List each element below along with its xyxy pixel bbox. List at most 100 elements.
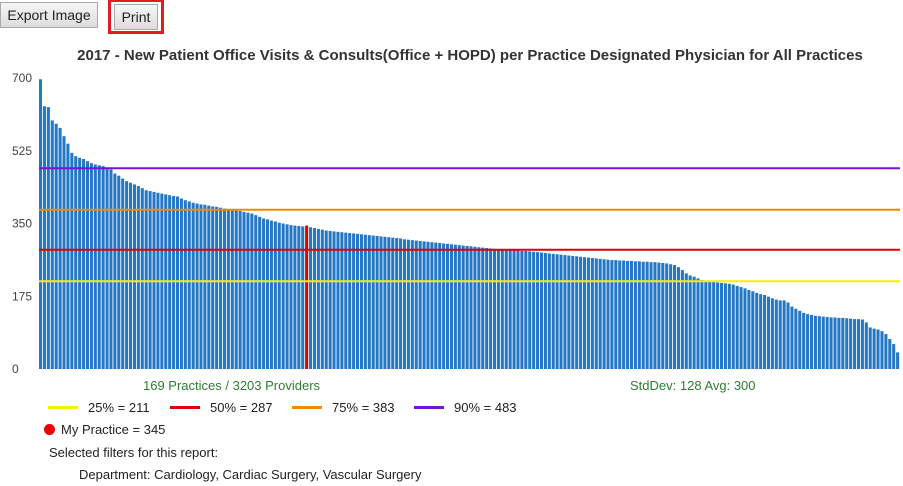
- bar: [688, 275, 692, 369]
- bar: [50, 120, 54, 370]
- bar: [610, 260, 614, 369]
- bar: [269, 220, 273, 369]
- bar: [328, 230, 332, 369]
- bar: [735, 285, 739, 369]
- bar: [586, 257, 590, 369]
- bar: [520, 250, 524, 369]
- bar: [845, 318, 849, 369]
- bar: [371, 235, 375, 369]
- bar: [359, 234, 363, 369]
- bar: [234, 210, 238, 369]
- bar: [571, 255, 575, 369]
- bar: [285, 224, 289, 369]
- bar: [262, 218, 266, 369]
- bar: [786, 302, 790, 369]
- bar: [383, 236, 387, 369]
- bar: [868, 327, 872, 369]
- bar: [477, 247, 481, 369]
- bar: [864, 322, 868, 369]
- bar: [54, 123, 58, 369]
- bar: [637, 261, 641, 369]
- bar: [113, 173, 117, 369]
- bar: [78, 157, 82, 369]
- bar: [175, 196, 180, 369]
- bar: [469, 246, 473, 369]
- bar: [375, 235, 379, 369]
- stats-label: StdDev: 128 Avg: 300: [630, 378, 756, 393]
- bar: [676, 267, 680, 369]
- bar: [485, 248, 489, 369]
- bar: [766, 296, 770, 369]
- print-button[interactable]: Print: [114, 4, 158, 30]
- bar: [316, 228, 320, 369]
- bar: [140, 188, 144, 369]
- bar: [129, 182, 133, 369]
- chart-title: 2017 - New Patient Office Visits & Consu…: [77, 47, 863, 64]
- bar: [504, 250, 508, 369]
- legend-item-25: 25% = 211: [48, 400, 150, 415]
- bar: [798, 310, 802, 369]
- bar: [680, 270, 684, 369]
- bar: [853, 319, 857, 369]
- bar: [215, 206, 219, 369]
- bar: [461, 245, 465, 369]
- bar: [422, 241, 426, 369]
- bar: [85, 161, 90, 369]
- bar: [449, 244, 453, 369]
- bar: [813, 315, 817, 369]
- bar: [453, 244, 457, 369]
- bar: [391, 237, 395, 369]
- bar: [622, 260, 626, 369]
- y-tick-label: 700: [12, 71, 32, 85]
- bar: [590, 258, 594, 369]
- legend-label-50: 50% = 287: [210, 400, 273, 415]
- bar: [246, 212, 250, 369]
- bar: [273, 221, 277, 369]
- bar: [172, 196, 176, 369]
- bar: [46, 107, 50, 369]
- bar: [89, 163, 93, 369]
- export-image-button[interactable]: Export Image: [0, 2, 98, 28]
- bar: [829, 317, 833, 369]
- bar: [684, 273, 688, 369]
- legend-swatch-25: [48, 406, 78, 409]
- bar: [179, 198, 183, 369]
- my-practice-legend: My Practice = 345: [44, 422, 165, 437]
- bar: [66, 143, 70, 369]
- bar: [418, 240, 422, 369]
- bar: [42, 106, 46, 370]
- bar: [524, 250, 528, 369]
- bar: [536, 252, 540, 369]
- legend-label-25: 25% = 211: [88, 400, 150, 415]
- bar: [410, 240, 414, 369]
- bar: [58, 127, 62, 369]
- y-tick-label: 350: [12, 217, 32, 231]
- bar: [309, 227, 313, 369]
- bar: [367, 235, 371, 369]
- bar: [555, 254, 559, 369]
- bar: [841, 317, 845, 369]
- bar: [191, 202, 195, 369]
- bar: [226, 208, 230, 369]
- legend-swatch-50: [170, 406, 200, 409]
- bar: [880, 331, 884, 369]
- bar: [645, 261, 649, 369]
- bar: [289, 225, 293, 369]
- y-tick-label: 525: [12, 144, 32, 158]
- bar: [136, 186, 140, 369]
- bar: [633, 261, 637, 369]
- bar: [770, 298, 774, 369]
- y-tick-label: 175: [12, 289, 32, 303]
- bar: [755, 292, 759, 369]
- bar: [340, 232, 344, 369]
- bar: [199, 204, 203, 369]
- bar: [782, 300, 786, 369]
- bar: [739, 287, 743, 369]
- bar: [336, 231, 340, 369]
- bar: [629, 260, 634, 369]
- bar: [457, 245, 461, 369]
- bar: [849, 318, 853, 369]
- bar: [759, 294, 763, 369]
- bar: [856, 319, 860, 369]
